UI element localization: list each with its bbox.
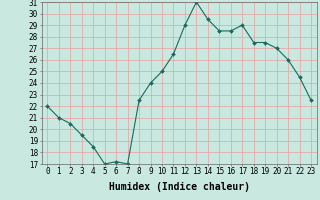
X-axis label: Humidex (Indice chaleur): Humidex (Indice chaleur) xyxy=(109,182,250,192)
